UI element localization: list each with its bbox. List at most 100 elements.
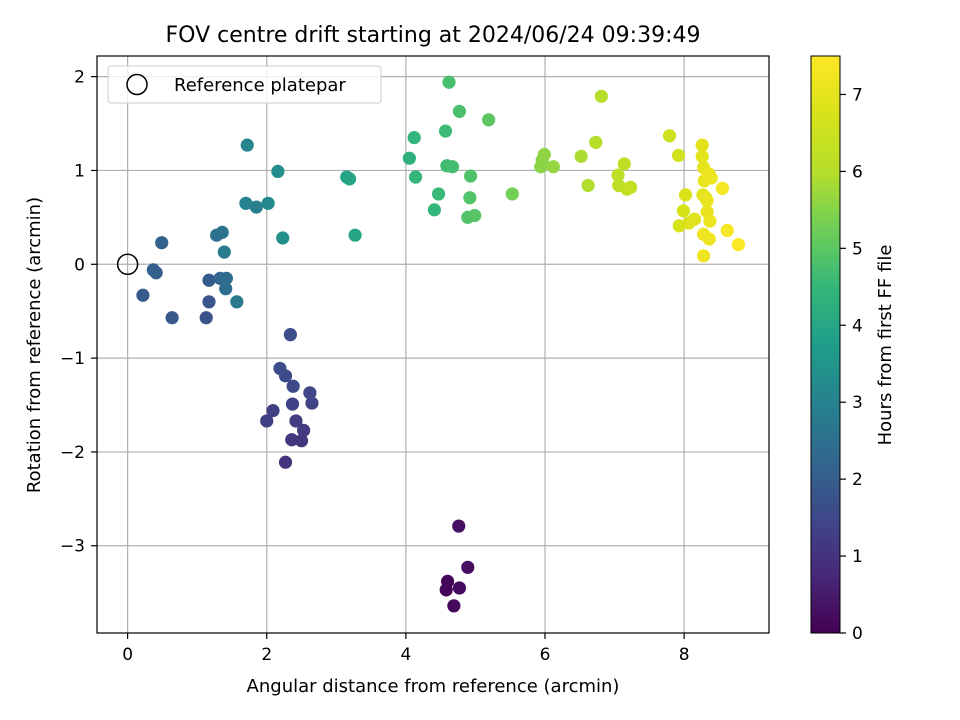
colorbar-ticks: 0 1 2 3 4 5 6 7 (840, 85, 863, 644)
data-point (720, 223, 734, 238)
x-tick-label: 2 (261, 645, 272, 665)
legend-box (107, 65, 382, 104)
data-point (445, 160, 460, 174)
data-point (273, 361, 287, 376)
data-point (342, 172, 357, 186)
data-point (199, 311, 213, 325)
data-point (594, 89, 608, 103)
data-point (452, 581, 467, 595)
data-point (348, 228, 362, 242)
data-point (687, 212, 702, 226)
x-axis-label: Angular distance from reference (arcmin) (247, 676, 620, 697)
data-point (219, 282, 233, 296)
data-point (439, 583, 453, 597)
data-point (271, 164, 285, 178)
data-point (239, 196, 253, 210)
data-point (442, 75, 456, 89)
data-point (678, 188, 693, 202)
colorbar-tick-label: 6 (852, 162, 863, 182)
data-point (215, 225, 229, 239)
data-point (146, 263, 160, 277)
data-point (534, 160, 548, 174)
data-point (427, 203, 441, 217)
data-point (546, 160, 560, 174)
colorbar-tick-label: 2 (852, 470, 863, 490)
data-point (697, 227, 711, 241)
reference-marker-group (116, 253, 139, 276)
data-point (463, 169, 478, 183)
y-tick-label: 2 (74, 68, 85, 88)
colorbar-tick-label: 4 (852, 316, 863, 336)
data-point (305, 396, 319, 410)
data-point (537, 147, 551, 162)
data-point (676, 204, 691, 218)
legend-entry-reference: Reference platepar (174, 75, 346, 96)
data-point (219, 271, 233, 285)
data-point (671, 148, 686, 163)
colorbar-label: Hours from first FF file (875, 245, 896, 446)
data-point (249, 200, 263, 214)
x-tick-label: 0 (122, 645, 133, 665)
data-point (261, 196, 275, 210)
data-point (303, 386, 317, 400)
colorbar-tick-label: 0 (852, 624, 863, 644)
data-point (431, 187, 446, 201)
data-point (278, 455, 293, 469)
data-point (447, 599, 461, 613)
data-point (289, 414, 303, 428)
data-point (611, 168, 625, 182)
data-point (468, 208, 482, 223)
data-point (217, 245, 231, 259)
y-tick-label: −2 (60, 443, 85, 463)
data-point (155, 236, 169, 250)
colorbar-tick-label: 3 (852, 393, 863, 413)
data-point (202, 273, 216, 287)
y-axis-ticks: −3 −2 −1 0 1 2 (60, 68, 97, 557)
data-point (438, 124, 453, 138)
legend-marker-icon (126, 73, 148, 96)
colorbar: 0 1 2 3 4 5 6 7 Hours from first FF file (810, 55, 896, 644)
data-point (452, 519, 466, 533)
data-point (285, 397, 300, 411)
y-axis-label: Rotation from reference (arcmin) (24, 197, 45, 493)
x-tick-label: 4 (400, 645, 411, 665)
colorbar-gradient (810, 55, 841, 634)
data-point (662, 129, 677, 143)
plot-frame (96, 55, 770, 634)
data-point (617, 157, 631, 171)
data-point (136, 288, 150, 302)
data-point (715, 181, 729, 195)
data-point (266, 404, 280, 418)
data-point (286, 379, 300, 393)
data-point (260, 414, 274, 428)
data-point (402, 151, 416, 165)
data-point (704, 171, 718, 185)
colorbar-tick-label: 5 (852, 239, 863, 259)
data-point (407, 131, 421, 145)
y-tick-label: −3 (60, 537, 85, 557)
chart-title: FOV centre drift starting at 2024/06/24 … (166, 23, 701, 48)
data-point (202, 295, 216, 309)
legend[interactable]: Reference platepar (107, 65, 382, 104)
data-point (452, 104, 467, 118)
data-point (697, 249, 711, 263)
data-point (461, 560, 475, 574)
colorbar-tick-label: 7 (852, 85, 863, 105)
data-point (276, 231, 290, 245)
data-point (731, 237, 745, 252)
data-point (574, 149, 588, 163)
x-tick-label: 6 (540, 645, 551, 665)
x-tick-label: 8 (679, 645, 690, 665)
data-point (463, 191, 477, 205)
data-point (285, 433, 299, 447)
plot-area (97, 56, 769, 633)
colorbar-tick-label: 1 (852, 547, 863, 567)
data-points (136, 75, 745, 613)
data-point (165, 311, 179, 325)
y-tick-label: 1 (74, 161, 85, 181)
data-point (700, 193, 714, 208)
data-point (589, 135, 603, 149)
y-tick-label: −1 (60, 349, 85, 369)
reference-platepar-marker (116, 253, 139, 276)
